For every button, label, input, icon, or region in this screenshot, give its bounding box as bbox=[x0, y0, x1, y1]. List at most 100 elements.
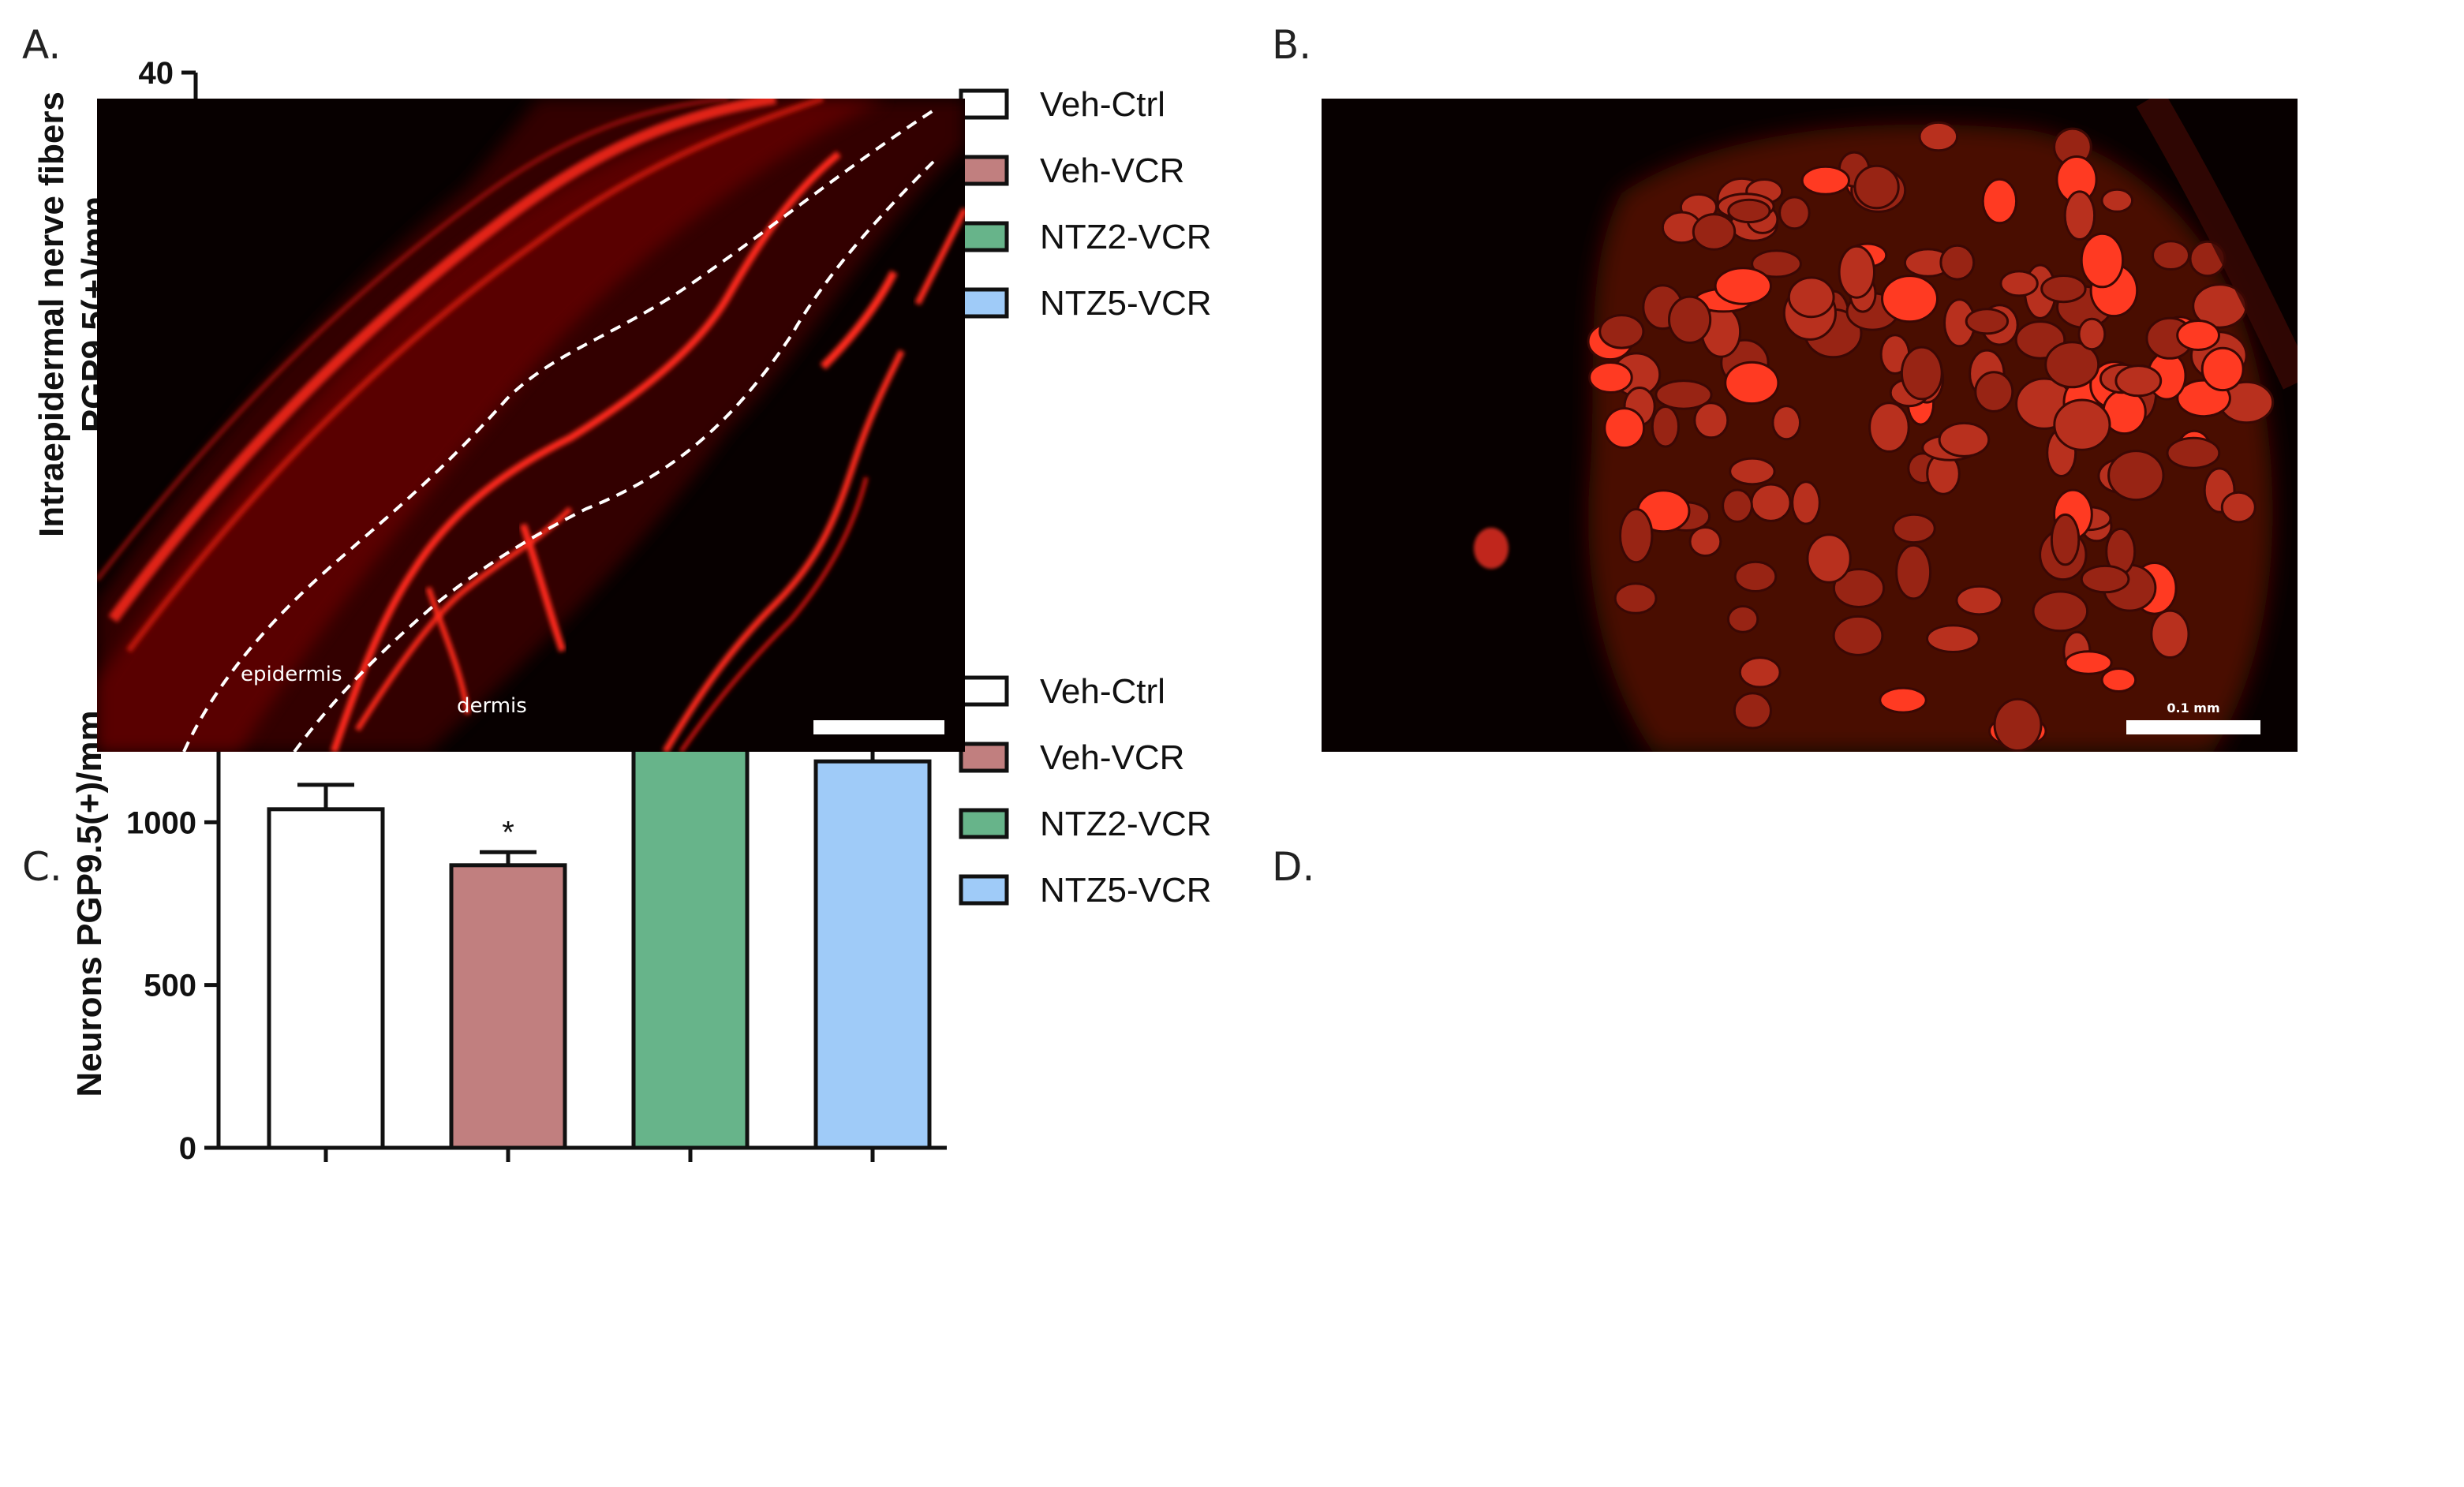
bar-veh-vcr bbox=[449, 863, 567, 1150]
neuron-cell bbox=[1588, 361, 1633, 394]
neuron-cell bbox=[1613, 582, 1658, 615]
neuron-cells bbox=[1587, 121, 2275, 752]
neuron-cell bbox=[2100, 667, 2137, 693]
neuron-cell bbox=[1895, 544, 1932, 600]
legend-label: NTZ5-VCR bbox=[1040, 871, 1212, 910]
legend-swatch bbox=[959, 808, 1009, 839]
panel-letter-b: B. bbox=[1272, 22, 1312, 68]
neuron-cell bbox=[2114, 364, 2163, 398]
panel-letter-a: A. bbox=[22, 22, 62, 68]
neuron-cell bbox=[1832, 568, 1886, 608]
neuron-cell bbox=[1750, 483, 1792, 522]
epidermis-label: epidermis bbox=[241, 663, 342, 686]
neuron-cell bbox=[1692, 213, 1737, 251]
neuron-cell bbox=[2220, 491, 2256, 524]
neuron-cell bbox=[1900, 346, 1943, 401]
legend-swatch bbox=[959, 675, 1009, 707]
neuron-cell bbox=[1733, 692, 1773, 730]
neuron-cell bbox=[1733, 560, 1778, 593]
neuron-cell bbox=[1838, 245, 1875, 299]
neuron-cell bbox=[2053, 398, 2111, 451]
neuron-cell bbox=[1688, 526, 1722, 557]
neuron-cell bbox=[1926, 624, 1980, 653]
neuron-cell bbox=[2063, 190, 2096, 241]
legend-label: NTZ2-VCR bbox=[1040, 218, 1212, 256]
y-axis-label: Intraepidermal nerve fibers bbox=[32, 92, 71, 537]
neuron-cell bbox=[2080, 232, 2125, 289]
y-tick-label: 1000 bbox=[126, 805, 196, 840]
neuron-cell bbox=[1791, 480, 1821, 525]
neuron-cell bbox=[1938, 421, 1991, 458]
neuron-cell bbox=[2032, 590, 2089, 633]
neuron-cell bbox=[1787, 276, 1835, 319]
neuron-cell bbox=[1668, 295, 1712, 344]
neuron-cell bbox=[1981, 177, 2018, 225]
y-tick-label: 40 bbox=[139, 56, 174, 91]
legend-swatch bbox=[959, 287, 1009, 319]
neuron-cell bbox=[1939, 244, 1976, 281]
neuron-cell bbox=[1832, 615, 1884, 656]
neuron-cell bbox=[2044, 341, 2100, 389]
chart-d-neurons: 050010001500Neurons PGP9.5(+)/mm*####Veh… bbox=[70, 643, 1212, 1166]
neuron-cell bbox=[1619, 508, 1654, 564]
legend-label: Veh-VCR bbox=[1040, 738, 1184, 777]
neuron-cell bbox=[1800, 165, 1850, 196]
legend-swatch bbox=[959, 88, 1009, 120]
neuron-cell bbox=[2100, 188, 2134, 213]
skin-micrograph: epidermis dermis bbox=[97, 99, 965, 752]
neuron-cell bbox=[1853, 164, 1900, 210]
neuron-cell bbox=[1714, 267, 1772, 305]
bar-veh-ctrl bbox=[267, 807, 385, 1150]
neuron-cell bbox=[1738, 656, 1782, 689]
neuron-cell bbox=[1778, 196, 1811, 230]
neuron-cell bbox=[2077, 317, 2107, 351]
neuron-cell bbox=[1655, 379, 1713, 410]
bar-ntz5-vcr bbox=[813, 759, 932, 1150]
legend-swatch bbox=[959, 221, 1009, 252]
dermis-label: dermis bbox=[457, 694, 527, 718]
legend-swatch bbox=[959, 155, 1009, 186]
neuron-cell bbox=[1751, 249, 1802, 278]
neuron-cell bbox=[1881, 275, 1939, 323]
neuron-cell bbox=[1999, 270, 2039, 297]
neuron-cell bbox=[1722, 488, 1753, 523]
neuron-cell bbox=[1603, 407, 1646, 450]
neuron-cell bbox=[2176, 319, 2220, 351]
y-tick-label: 500 bbox=[144, 969, 196, 1003]
scale-bar-b bbox=[2126, 720, 2260, 734]
neuron-cell bbox=[1651, 405, 1680, 448]
neuron-cell bbox=[1879, 686, 1927, 714]
panel-letter-d: D. bbox=[1272, 844, 1315, 890]
neuron-cell bbox=[1729, 457, 1776, 486]
neuron-cell bbox=[1771, 405, 1802, 441]
neuron-cell bbox=[2152, 240, 2190, 271]
neuron-cell bbox=[1727, 198, 1771, 224]
neuron-cell bbox=[1726, 605, 1759, 633]
neuron-cell bbox=[1955, 585, 2003, 616]
neuron-cell bbox=[1965, 308, 2010, 335]
neuron-cell bbox=[1806, 533, 1852, 584]
scale-bar-label: 0.1 mm bbox=[2167, 701, 2219, 715]
neuron-cell bbox=[1724, 361, 1780, 405]
legend-swatch bbox=[959, 742, 1009, 773]
neuron-cell bbox=[2040, 275, 2087, 304]
legend-label: Veh-Ctrl bbox=[1040, 85, 1165, 124]
neuron-cell bbox=[1918, 121, 1959, 152]
neuron-cell bbox=[1598, 314, 1645, 349]
legend-swatch bbox=[959, 874, 1009, 906]
neuron-cell bbox=[1868, 402, 1910, 453]
drg-micrograph: 0.1 mm bbox=[1322, 99, 2298, 752]
neuron-cell bbox=[1892, 513, 1936, 544]
scale-bar-a bbox=[813, 720, 944, 734]
neuron-cell bbox=[2050, 513, 2081, 566]
legend-label: NTZ2-VCR bbox=[1040, 805, 1212, 843]
legend-label: NTZ5-VCR bbox=[1040, 284, 1212, 323]
significance-label: * bbox=[502, 815, 514, 850]
neuron-cell bbox=[2166, 436, 2221, 469]
y-axis-label: Neurons PGP9.5(+)/mm bbox=[70, 710, 109, 1097]
legend-label: Veh-Ctrl bbox=[1040, 672, 1165, 711]
panel-letter-c: C. bbox=[22, 844, 62, 890]
neuron-cell bbox=[2064, 650, 2113, 675]
neuron-cell bbox=[2150, 609, 2190, 659]
neuron-cell bbox=[2080, 564, 2130, 594]
